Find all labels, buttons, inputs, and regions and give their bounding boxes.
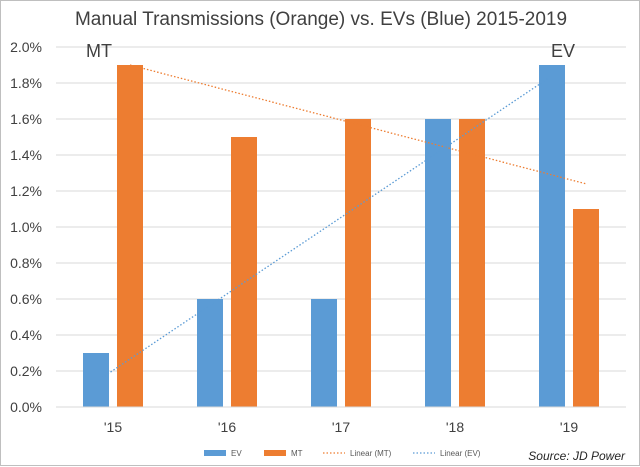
- bar-ev-4: [539, 65, 565, 407]
- trendlines: [95, 64, 587, 383]
- legend-swatch-ev: [204, 450, 226, 456]
- y-tick-label: 1.4%: [10, 147, 42, 163]
- bar-ev-2: [311, 299, 337, 407]
- x-tick-label: '19: [560, 419, 578, 435]
- bar-ev-1: [197, 299, 223, 407]
- y-tick-label: 0.4%: [10, 327, 42, 343]
- bar-mt-0: [117, 65, 143, 407]
- legend-swatch-mt: [264, 450, 286, 456]
- legend-label-mt-trend: Linear (MT): [350, 449, 392, 458]
- bars: [83, 65, 599, 407]
- x-tick-label: '15: [104, 419, 122, 435]
- y-tick-label: 1.0%: [10, 219, 42, 235]
- legend-label-ev-trend: Linear (EV): [440, 449, 481, 458]
- y-tick-label: 0.8%: [10, 255, 42, 271]
- gridlines: [56, 46, 626, 372]
- bar-mt-1: [231, 137, 257, 407]
- annotation-mt: MT: [86, 41, 112, 61]
- trendline-ev: [95, 75, 553, 383]
- bar-ev-3: [425, 119, 451, 407]
- legend-label-mt: MT: [291, 449, 303, 458]
- bar-mt-3: [459, 119, 485, 407]
- bar-ev-0: [83, 353, 109, 407]
- y-tick-label: 0.2%: [10, 363, 42, 379]
- x-axis-labels: '15 '16 '17 '18 '19: [104, 419, 578, 435]
- y-tick-label: 0.6%: [10, 291, 42, 307]
- x-tick-label: '18: [446, 419, 464, 435]
- bar-mt-2: [345, 119, 371, 407]
- legend-label-ev: EV: [231, 449, 242, 458]
- source-note: Source: JD Power: [528, 449, 626, 463]
- annotation-ev: EV: [551, 41, 575, 61]
- y-tick-label: 1.2%: [10, 183, 42, 199]
- x-tick-label: '17: [332, 419, 350, 435]
- y-tick-label: 1.6%: [10, 111, 42, 127]
- trendline-mt: [129, 64, 587, 185]
- annotations: MT EV: [86, 41, 575, 61]
- bar-mt-4: [573, 209, 599, 407]
- legend: EV MT Linear (MT) Linear (EV): [204, 449, 481, 458]
- y-tick-label: 0.0%: [10, 399, 42, 415]
- y-tick-label: 2.0%: [10, 39, 42, 55]
- x-tick-label: '16: [218, 419, 236, 435]
- chart-title: Manual Transmissions (Orange) vs. EVs (B…: [75, 9, 567, 30]
- y-axis-labels: 0.0% 0.2% 0.4% 0.6% 0.8% 1.0% 1.2% 1.4% 1.6% 1.8%…: [10, 39, 42, 415]
- y-tick-label: 1.8%: [10, 75, 42, 91]
